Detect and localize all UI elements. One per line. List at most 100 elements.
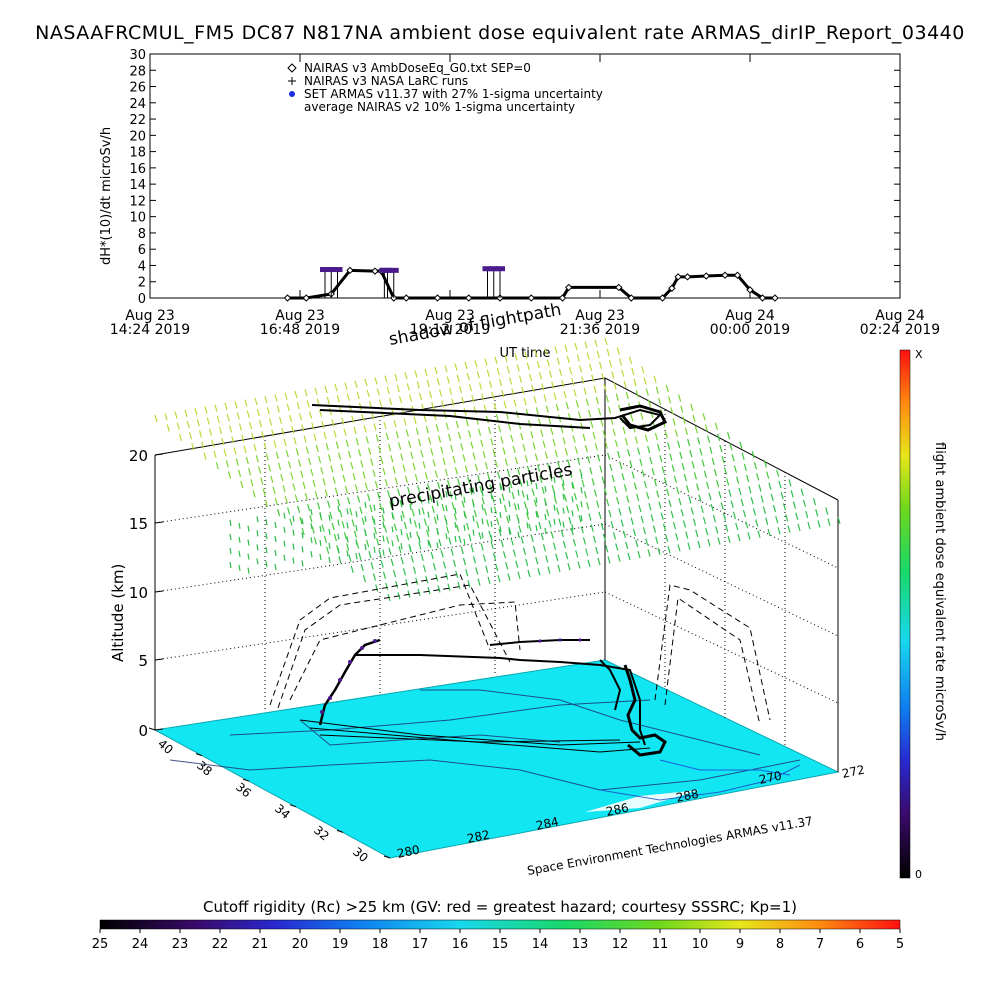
particle-mark	[719, 444, 723, 453]
particle-mark	[481, 504, 484, 511]
particle-mark	[391, 498, 394, 505]
particle-mark	[268, 464, 272, 472]
particle-mark	[276, 405, 280, 413]
particle-mark	[275, 451, 279, 460]
particle-mark	[307, 503, 311, 512]
particle-mark	[589, 467, 593, 475]
particle-mark	[588, 409, 592, 418]
particle-mark	[542, 544, 547, 552]
particle-mark	[490, 521, 493, 528]
particle-mark	[736, 476, 740, 484]
particle-mark	[549, 473, 553, 482]
particle-mark	[498, 528, 502, 537]
particle-mark	[409, 545, 412, 553]
particle-mark	[538, 521, 542, 530]
particle-mark	[459, 489, 463, 497]
particle-mark	[510, 434, 514, 442]
particle-mark	[427, 511, 430, 518]
particle-mark	[692, 414, 696, 423]
latitude-tick-mark	[242, 778, 250, 782]
particle-mark	[261, 431, 265, 439]
particle-mark	[573, 492, 577, 501]
altitude-tick-mark	[154, 453, 164, 456]
particle-mark	[637, 447, 641, 455]
particle-mark	[164, 413, 168, 421]
particle-mark	[583, 387, 587, 395]
particle-mark	[415, 577, 419, 585]
particle-mark	[408, 440, 412, 448]
particle-mark	[556, 507, 560, 515]
particle-mark	[513, 399, 517, 407]
wall-edge	[604, 377, 839, 501]
particle-mark	[604, 441, 608, 449]
particle-mark	[334, 487, 338, 495]
particle-mark	[477, 474, 481, 483]
particle-mark	[274, 521, 277, 529]
particle-mark	[337, 547, 340, 554]
particle-mark	[711, 457, 715, 466]
particle-mark	[530, 431, 534, 439]
particle-mark	[474, 463, 478, 472]
particle-mark	[412, 462, 416, 471]
particle-mark	[483, 508, 487, 516]
particle-mark	[403, 418, 407, 426]
particle-mark	[598, 361, 603, 370]
particle-mark	[585, 548, 589, 556]
particle-mark	[218, 426, 223, 435]
particle-mark	[436, 500, 439, 507]
rigidity-colorbar-ticks: 25 24 23 22 21 20 19 18 17 16 15 14 13 12 11 10 9 8 7 6 5	[92, 929, 904, 952]
longitude-tick-label: 288	[675, 786, 700, 804]
particle-mark	[409, 503, 412, 511]
particle-mark	[386, 386, 390, 394]
particle-mark	[553, 518, 556, 525]
particle-mark	[271, 429, 275, 437]
particle-mark	[578, 411, 582, 419]
particle-mark	[515, 560, 519, 568]
y-tick-label: 30	[129, 48, 146, 63]
particle-mark	[673, 475, 677, 484]
particle-mark	[278, 416, 283, 424]
particle-mark	[294, 494, 298, 502]
particle-mark	[634, 436, 638, 444]
rigidity-tick-label: 24	[132, 937, 149, 952]
particle-mark	[592, 432, 596, 440]
particle-mark	[611, 474, 615, 483]
particle-mark	[587, 559, 591, 567]
particle-mark	[348, 554, 352, 562]
particle-mark	[422, 461, 426, 469]
particle-mark	[703, 470, 707, 478]
particle-mark	[444, 365, 448, 373]
particle-mark	[521, 490, 525, 498]
nairas-point	[721, 271, 729, 279]
nairas-point	[627, 294, 635, 302]
particle-mark	[666, 488, 670, 496]
particle-mark	[366, 390, 370, 398]
particle-mark	[481, 518, 484, 525]
particle-mark	[298, 413, 303, 421]
latitude-tick-mark	[383, 855, 391, 859]
particle-mark	[598, 408, 602, 416]
dose-colorbar-min: 0	[915, 868, 922, 881]
particle-mark	[752, 508, 757, 516]
particle-mark	[555, 403, 559, 412]
particle-mark	[304, 492, 308, 501]
particle-mark	[617, 554, 621, 562]
particle-mark	[697, 437, 701, 445]
particle-mark	[380, 560, 384, 568]
particle-mark	[760, 495, 764, 503]
particle-mark	[526, 480, 529, 487]
x-tick-date: Aug 23	[575, 308, 625, 324]
particle-mark	[507, 573, 511, 581]
particle-mark	[495, 414, 499, 422]
particle-mark	[416, 381, 420, 389]
particle-mark	[347, 497, 351, 505]
particle-mark	[697, 540, 701, 549]
particle-mark	[488, 426, 492, 435]
particle-mark	[282, 485, 286, 493]
particle-mark	[339, 509, 343, 518]
particle-mark	[285, 449, 289, 458]
particle-mark	[450, 444, 454, 453]
particle-mark	[750, 497, 754, 505]
particle-mark	[682, 416, 686, 424]
